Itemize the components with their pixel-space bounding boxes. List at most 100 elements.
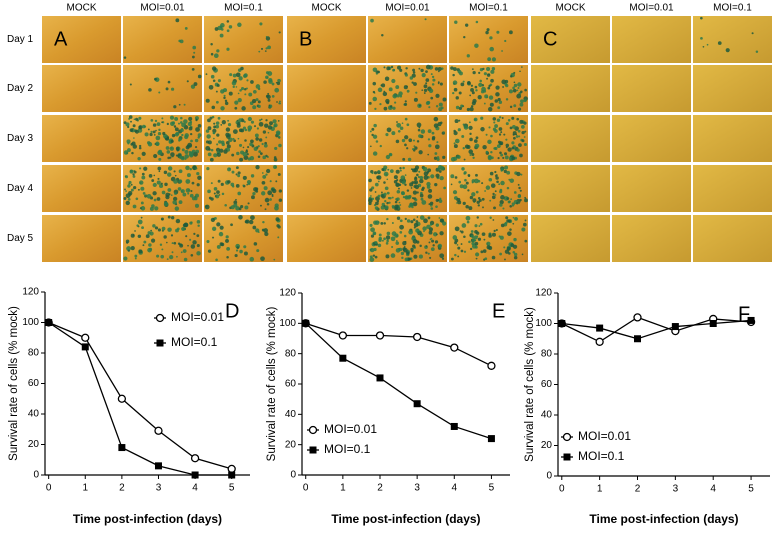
stain-spot (135, 129, 139, 134)
stain-spot (499, 252, 503, 256)
x-tick-label: 2 (377, 483, 383, 494)
stain-spot (433, 156, 438, 160)
stain-spot (488, 84, 491, 88)
stain-spot (174, 174, 177, 177)
stain-spot (419, 193, 424, 198)
stain-spot (279, 102, 281, 105)
stain-spot (434, 67, 439, 71)
stain-spot (500, 195, 505, 200)
stain-spot (278, 100, 281, 103)
stain-spot (197, 124, 202, 128)
stain-spot (399, 169, 402, 172)
stain-spot (470, 105, 474, 108)
stain-spot (271, 188, 274, 191)
stain-spot (435, 205, 438, 209)
stain-spot (134, 257, 137, 260)
stain-spot (400, 175, 406, 180)
stain-spot (214, 27, 219, 31)
micrograph (42, 65, 121, 112)
stain-spot (179, 243, 184, 248)
stain-spot (173, 179, 178, 184)
stain-spot (273, 157, 278, 162)
stain-spot (461, 134, 465, 138)
stain-spot (134, 230, 136, 232)
micrograph (693, 115, 772, 162)
stain-spot (452, 235, 458, 240)
stain-spot (244, 93, 247, 96)
stain-spot (226, 20, 230, 23)
stain-spot (178, 200, 183, 205)
stain-spot (520, 99, 524, 104)
stain-spot (277, 120, 280, 122)
stain-spot (369, 247, 375, 253)
stain-spot (231, 170, 235, 174)
stain-spot (520, 90, 523, 94)
stain-spot (453, 144, 458, 149)
stain-spot (216, 143, 219, 146)
stain-spot (163, 170, 168, 175)
stain-spot (408, 205, 412, 208)
stain-spot (428, 227, 434, 232)
stain-spot (450, 257, 454, 261)
stain-spot (401, 256, 404, 260)
stain-spot (267, 98, 271, 102)
stain-spot (374, 255, 378, 259)
stain-spot (266, 76, 269, 79)
stain-spot (133, 137, 135, 139)
stain-spot (227, 123, 232, 127)
stain-spot (524, 239, 528, 243)
stain-spot (156, 197, 161, 201)
panel-label: D (225, 300, 239, 322)
stain-spot (421, 73, 426, 78)
stain-spot (395, 85, 400, 90)
data-point (633, 313, 642, 322)
stain-spot (238, 215, 243, 220)
stain-spot (416, 122, 422, 128)
stain-spot (406, 85, 408, 88)
stain-spot (253, 146, 258, 151)
stain-spot (268, 77, 273, 83)
stain-spot (181, 226, 186, 231)
stain-spot (399, 219, 403, 223)
stain-spot (140, 206, 146, 211)
stain-spot (267, 45, 271, 50)
stain-spot (384, 186, 389, 191)
stain-spot (436, 156, 440, 159)
stain-spot (186, 173, 191, 178)
stain-spot (500, 223, 505, 228)
stain-spot (423, 175, 429, 180)
stain-spot (395, 239, 398, 242)
stain-spot (755, 50, 759, 53)
data-point (227, 464, 236, 474)
stain-spot (459, 71, 463, 76)
x-tick-label: 3 (414, 483, 420, 494)
stain-spot (369, 257, 375, 263)
y-tick-label: 100 (279, 318, 296, 329)
stain-spot (215, 90, 218, 93)
stain-spot (464, 144, 470, 149)
stain-spot (160, 254, 165, 259)
stain-spot (190, 244, 196, 249)
stain-spot (489, 199, 492, 202)
series-line (561, 316, 752, 343)
stain-spot (142, 124, 146, 129)
stain-spot (130, 120, 132, 123)
y-tick-label: 80 (28, 348, 40, 359)
data-point (228, 471, 236, 479)
stain-spot (398, 247, 403, 252)
micrograph (42, 215, 121, 262)
stain-spot (434, 240, 439, 244)
stain-spot (127, 249, 130, 252)
stain-spot (421, 200, 427, 205)
stain-spot (242, 146, 245, 149)
stain-spot (506, 197, 510, 200)
stain-spot (232, 129, 238, 134)
stain-spot (489, 46, 494, 52)
stain-spot (217, 179, 221, 183)
stain-spot (402, 166, 405, 170)
stain-spot (411, 181, 415, 184)
stain-spot (463, 235, 466, 239)
stain-spot (132, 124, 136, 128)
stain-spot (500, 142, 503, 146)
stain-spot (196, 171, 200, 176)
